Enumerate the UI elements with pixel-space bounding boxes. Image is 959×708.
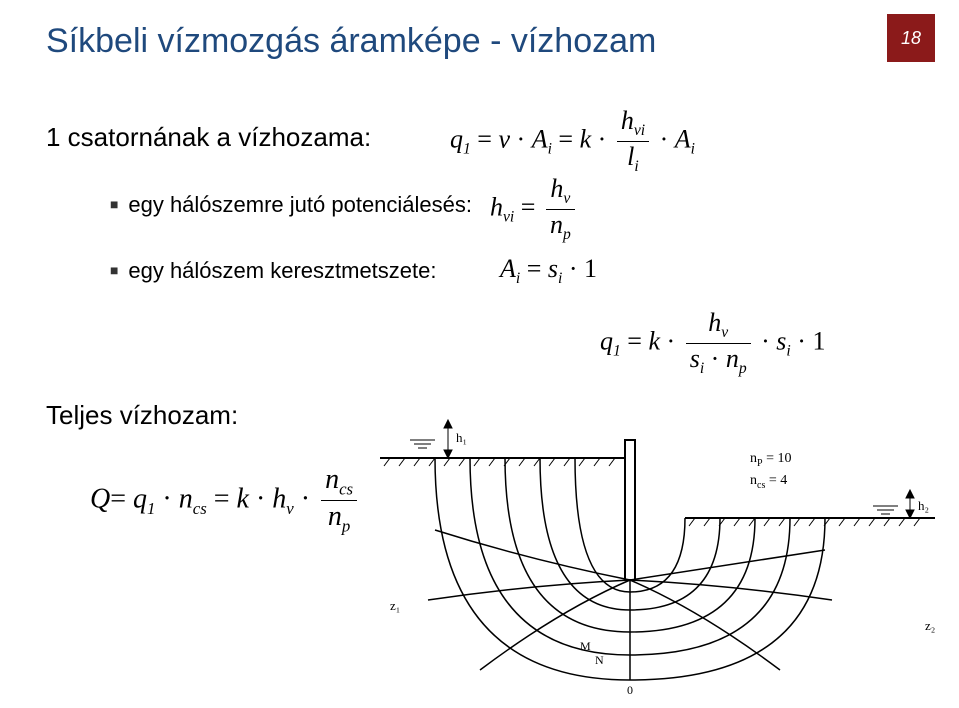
bullet-cross-section: egy hálószem keresztmetszete: bbox=[110, 258, 437, 284]
label-n: N bbox=[595, 653, 604, 667]
label-zero: 0 bbox=[627, 683, 633, 697]
label-h2: h₂ bbox=[918, 498, 929, 513]
equation-total-q: Q= q1 · ncs = k · hv · ncs np bbox=[90, 466, 361, 536]
label-z2: z₂ bbox=[925, 618, 935, 633]
label-ncs: ncs = 4 bbox=[750, 473, 787, 491]
equation-ai: Ai = si · 1 bbox=[500, 254, 597, 288]
label-z1: z₁ bbox=[390, 598, 400, 613]
heading-total-flow: Teljes vízhozam: bbox=[46, 400, 238, 431]
label-m: M bbox=[580, 639, 591, 653]
equation-q1-expanded: q1 = k · hv si · np · si · 1 bbox=[600, 310, 825, 377]
label-h1: h₁ bbox=[456, 430, 467, 445]
label-np: nP = 10 bbox=[750, 451, 791, 469]
equation-q1-definition: q1 = v · Ai = k · hvi li · Ai bbox=[450, 108, 695, 175]
bullet-potential-drop: egy hálószemre jutó potenciálesés: bbox=[110, 192, 472, 218]
heading-channel-flow: 1 csatornának a vízhozama: bbox=[46, 122, 371, 153]
flow-net-diagram: h₁ h₂ z₁ z₂ nP = 10 ncs = 4 M N 0 bbox=[380, 410, 940, 700]
equation-hvi: hvi = hv np bbox=[490, 176, 579, 243]
page-number-badge: 18 bbox=[887, 14, 935, 62]
page-title: Síkbeli vízmozgás áramképe - vízhozam bbox=[46, 22, 656, 61]
